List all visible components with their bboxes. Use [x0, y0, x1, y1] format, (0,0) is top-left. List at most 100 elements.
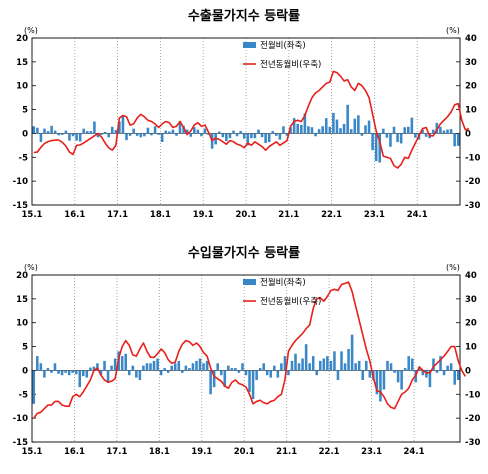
y-right-tick-label: -20 — [465, 414, 480, 424]
bar-mark — [378, 133, 382, 163]
x-tick-label: 21.1 — [278, 210, 299, 220]
bar-mark — [435, 122, 439, 134]
y-right-tick-label: 30 — [465, 295, 477, 305]
bar-mark — [212, 370, 216, 388]
bar-mark — [303, 113, 307, 134]
bar-mark — [50, 370, 53, 373]
bar-mark — [188, 368, 191, 371]
bar-mark — [146, 127, 150, 134]
x-tick-label: 23.1 — [364, 210, 385, 220]
bar-mark — [184, 365, 188, 371]
bar-mark — [82, 370, 85, 377]
bar-mark — [178, 121, 182, 134]
bar-mark — [280, 363, 283, 371]
bar-mark — [46, 131, 50, 134]
bar-mark — [361, 370, 364, 380]
bar-mark — [145, 363, 149, 371]
bar-mark — [410, 358, 414, 371]
bar-mark — [103, 132, 107, 134]
bar-mark — [317, 129, 321, 134]
bar-mark — [138, 370, 142, 380]
bar-mark — [106, 370, 110, 383]
bar-mark — [227, 365, 230, 371]
y-right-tick-label: 20 — [465, 319, 477, 329]
legend-bar-label: 전월비(좌축) — [260, 277, 306, 288]
bar-mark — [340, 351, 343, 371]
bar-mark — [396, 370, 400, 383]
bar-mark — [403, 368, 407, 371]
bar-mark — [304, 344, 308, 371]
bar-mark — [332, 112, 335, 134]
bar-mark — [237, 370, 241, 373]
bar-mark — [89, 367, 92, 371]
bar-mark — [149, 363, 152, 371]
bar-mark — [142, 365, 145, 371]
bar-mark — [200, 133, 203, 137]
bar-mark — [275, 133, 278, 136]
y-right-tick-label: 10 — [465, 343, 477, 353]
bar-mark — [432, 358, 435, 371]
left-unit-label: (%) — [24, 263, 38, 272]
bar-mark — [353, 118, 357, 134]
bar-mark — [428, 370, 432, 388]
bar-mark — [53, 130, 57, 134]
y-right-tick-label: -30 — [465, 201, 480, 211]
bar-mark — [364, 360, 368, 371]
bar-mark — [171, 129, 175, 134]
bar-mark — [92, 366, 96, 371]
x-tick-label: 19.1 — [191, 447, 212, 457]
bar-mark — [386, 360, 389, 371]
bar-mark — [278, 133, 282, 140]
bar-mark — [431, 129, 435, 134]
bar-mark — [239, 131, 242, 134]
bar-mark — [159, 370, 163, 376]
y-left-tick-label: -5 — [19, 153, 29, 163]
y-right-tick-label: -20 — [465, 177, 480, 187]
bar-mark — [135, 370, 138, 378]
bar-mark — [64, 370, 67, 373]
bar-mark — [382, 370, 386, 390]
bar-mark — [216, 363, 219, 371]
bar-mark — [301, 358, 304, 371]
bar-mark — [449, 129, 453, 134]
bar-mark — [322, 358, 326, 371]
bar-mark — [74, 370, 78, 375]
bar-mark — [339, 128, 342, 134]
bar-mark — [86, 131, 89, 134]
x-tick-label: 17.1 — [107, 210, 128, 220]
bar-mark — [228, 133, 232, 139]
bar-mark — [131, 365, 135, 371]
bar-mark — [449, 363, 453, 371]
bar-mark — [262, 363, 265, 371]
bar-mark — [96, 363, 99, 371]
x-tick-label: 23.1 — [361, 447, 382, 457]
bar-mark — [307, 126, 310, 134]
bar-mark — [202, 363, 205, 371]
bar-mark — [399, 133, 403, 144]
bar-mark — [181, 370, 184, 373]
bar-mark — [103, 360, 106, 371]
bar-mark — [135, 133, 139, 136]
bar-mark — [124, 353, 128, 371]
bar-mark — [242, 133, 246, 139]
bar-mark — [143, 133, 146, 137]
bar-mark — [442, 370, 446, 376]
y-right-tick-label: -10 — [465, 153, 480, 163]
bar-mark — [300, 124, 303, 134]
bar-mark — [170, 365, 173, 371]
bar-mark — [244, 370, 248, 376]
bar-mark — [326, 356, 329, 371]
y-right-tick-label: 30 — [465, 58, 477, 68]
bar-mark — [374, 133, 378, 162]
bar-mark — [389, 133, 392, 147]
bar-mark — [335, 119, 339, 134]
bar-mark — [203, 128, 207, 134]
bar-mark — [329, 360, 333, 371]
bar-mark — [160, 133, 164, 143]
bar-mark — [357, 360, 361, 371]
bar-mark — [315, 370, 319, 376]
bar-mark — [85, 370, 89, 378]
bar-mark — [276, 370, 280, 378]
bar-mark — [132, 128, 135, 134]
y-left-tick-label: 0 — [22, 129, 28, 139]
